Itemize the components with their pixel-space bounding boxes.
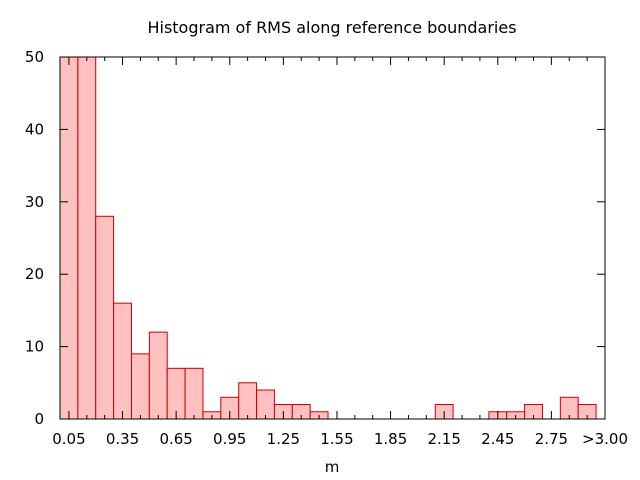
x-tick-label: 2.45 <box>481 430 514 448</box>
y-tick-label: 0 <box>34 410 44 428</box>
histogram-bar <box>256 389 275 420</box>
x-tick-label: 0.65 <box>159 430 192 448</box>
y-tick-label: 50 <box>25 48 44 66</box>
x-tick-label: 0.35 <box>106 430 139 448</box>
histogram-bar <box>77 56 97 420</box>
x-tick-label: 1.55 <box>320 430 353 448</box>
y-tick-labels: 0 10 20 30 40 50 <box>25 48 44 428</box>
x-axis-label: m <box>325 458 340 476</box>
x-tick-label: 1.85 <box>374 430 407 448</box>
x-tick-label: 0.95 <box>213 430 246 448</box>
histogram-bar <box>95 215 115 420</box>
y-tick-label: 40 <box>25 120 44 138</box>
x-tick-label: 1.25 <box>267 430 300 448</box>
histogram-bar <box>238 382 258 420</box>
x-tick-labels: 0.05 0.35 0.65 0.95 1.25 1.55 1.85 2.15 2.45 2.75… <box>52 430 628 448</box>
histogram-bar <box>130 353 150 420</box>
x-tick-label: 2.75 <box>535 430 568 448</box>
histogram-bar <box>184 367 204 420</box>
histogram-bar <box>148 331 168 420</box>
plot-frame <box>59 56 606 420</box>
y-tick-label: 20 <box>25 265 44 283</box>
x-tick-label: 0.05 <box>52 430 85 448</box>
y-tick-label: 10 <box>25 338 44 356</box>
x-tick-label: 2.15 <box>427 430 460 448</box>
chart-title: Histogram of RMS along reference boundar… <box>147 18 516 37</box>
histogram-bar <box>59 56 79 420</box>
x-tick-label: >3.00 <box>582 430 628 448</box>
bars-group <box>59 56 597 420</box>
histogram-bar <box>113 302 132 420</box>
y-tick-label: 30 <box>25 193 44 211</box>
ticks-group <box>60 56 606 420</box>
